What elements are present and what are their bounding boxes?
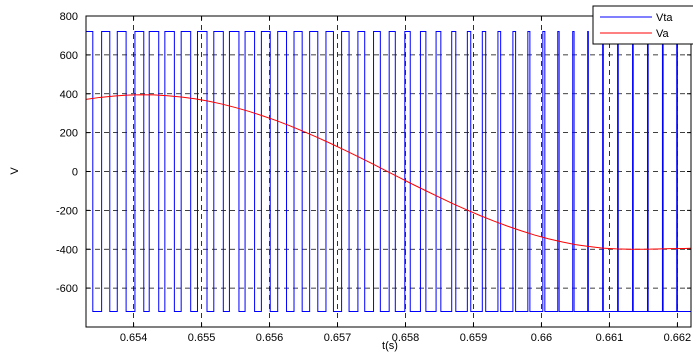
x-tick-label: 0.654 <box>120 332 148 344</box>
x-tick-label: 0.656 <box>256 332 284 344</box>
y-tick-label: 200 <box>60 128 78 140</box>
y-tick-label: -400 <box>56 244 78 256</box>
x-tick-label: 0.662 <box>664 332 692 344</box>
legend-label-vta: Vta <box>656 12 673 24</box>
x-tick-labels: 0.654 0.655 0.656 0.657 0.658 0.659 0.66 0.661 0… <box>120 332 691 344</box>
series-layer <box>85 31 692 312</box>
x-tick-label: 0.661 <box>596 332 624 344</box>
series-line-va <box>85 94 692 250</box>
y-tick-label: 400 <box>60 89 78 101</box>
x-tick-label: 0.659 <box>460 332 488 344</box>
x-tick-label: 0.658 <box>392 332 420 344</box>
y-tick-label: -200 <box>56 205 78 217</box>
x-tick-label: 0.66 <box>531 332 552 344</box>
legend: Vta Va <box>592 5 693 45</box>
legend-label-va: Va <box>656 28 670 40</box>
y-axis-label: V <box>9 167 21 175</box>
legend-box <box>592 5 693 45</box>
series-line-vta <box>85 31 691 312</box>
x-tick-label: 0.655 <box>188 332 216 344</box>
x-axis-label: t(s) <box>382 340 398 352</box>
y-tick-label: 0 <box>72 167 78 179</box>
y-tick-label: 800 <box>60 11 78 23</box>
y-tick-labels: -600 -400 -200 0 200 400 600 800 <box>56 11 78 295</box>
y-tick-label: -600 <box>56 283 78 295</box>
x-tick-label: 0.657 <box>324 332 352 344</box>
y-tick-label: 600 <box>60 50 78 62</box>
